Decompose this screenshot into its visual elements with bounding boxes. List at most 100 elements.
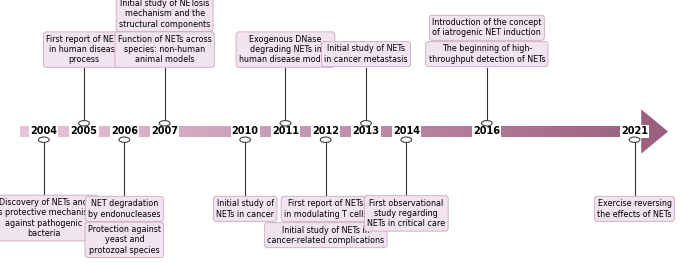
Bar: [277, 126, 279, 137]
Ellipse shape: [119, 137, 129, 143]
Bar: [108, 126, 110, 137]
Bar: [351, 126, 353, 137]
Bar: [43, 126, 45, 137]
Bar: [122, 126, 124, 137]
Text: 2011: 2011: [272, 127, 299, 136]
Bar: [414, 126, 416, 137]
Bar: [378, 126, 380, 137]
Bar: [157, 126, 159, 137]
Bar: [410, 126, 412, 137]
Bar: [358, 126, 360, 137]
Text: Initial study of NETosis
mechanism and the
structural components: Initial study of NETosis mechanism and t…: [119, 0, 210, 29]
Bar: [254, 126, 256, 137]
Bar: [331, 126, 333, 137]
Text: Exercise reversing
the effects of NETs: Exercise reversing the effects of NETs: [597, 199, 672, 219]
Bar: [295, 126, 298, 137]
Text: 2013: 2013: [353, 127, 379, 136]
Bar: [163, 126, 165, 137]
Bar: [629, 126, 631, 137]
Bar: [219, 126, 221, 137]
Bar: [186, 126, 188, 137]
Bar: [110, 126, 112, 137]
Bar: [479, 126, 482, 137]
Bar: [76, 126, 78, 137]
Bar: [215, 126, 217, 137]
Text: Exogenous DNase
degrading NETs in
human disease models: Exogenous DNase degrading NETs in human …: [239, 35, 332, 64]
Bar: [128, 126, 130, 137]
Bar: [477, 126, 480, 137]
Text: Introduction of the concept
of iatrogenic NET induction: Introduction of the concept of iatrogeni…: [432, 18, 542, 38]
Bar: [573, 126, 575, 137]
Bar: [577, 126, 579, 137]
Bar: [217, 126, 219, 137]
Bar: [388, 126, 390, 137]
Bar: [426, 126, 428, 137]
Text: 2010: 2010: [232, 127, 259, 136]
Bar: [138, 126, 140, 137]
Bar: [151, 126, 153, 137]
Bar: [432, 126, 434, 137]
Bar: [333, 126, 335, 137]
Bar: [200, 126, 203, 137]
Bar: [112, 126, 114, 137]
Bar: [463, 126, 465, 137]
Bar: [285, 126, 287, 137]
Text: NET degradation
by endonucleases: NET degradation by endonucleases: [88, 199, 160, 219]
Bar: [167, 126, 169, 137]
Bar: [140, 126, 142, 137]
Bar: [627, 126, 629, 137]
Bar: [374, 126, 376, 137]
Bar: [258, 126, 260, 137]
Bar: [343, 126, 345, 137]
Bar: [33, 126, 35, 137]
Bar: [637, 126, 639, 137]
Bar: [213, 126, 215, 137]
Bar: [586, 126, 588, 137]
Bar: [449, 126, 451, 137]
Bar: [99, 126, 101, 137]
Bar: [469, 126, 471, 137]
Bar: [209, 126, 211, 137]
Bar: [250, 126, 252, 137]
Bar: [594, 126, 596, 137]
Bar: [507, 126, 509, 137]
Bar: [82, 126, 84, 137]
Bar: [360, 126, 362, 137]
Bar: [279, 126, 281, 137]
Bar: [403, 126, 406, 137]
Bar: [339, 126, 341, 137]
Bar: [103, 126, 105, 137]
Bar: [116, 126, 118, 137]
Bar: [221, 126, 223, 137]
Bar: [422, 126, 424, 137]
Bar: [51, 126, 53, 137]
Bar: [538, 126, 540, 137]
Bar: [238, 126, 240, 137]
Bar: [564, 126, 566, 137]
Text: First report of NETs
in modulating T cells: First report of NETs in modulating T cel…: [284, 199, 367, 219]
Bar: [88, 126, 90, 137]
Bar: [635, 126, 637, 137]
Bar: [619, 126, 621, 137]
Ellipse shape: [38, 137, 49, 143]
Ellipse shape: [79, 120, 90, 126]
Bar: [509, 126, 511, 137]
Text: 2016: 2016: [473, 127, 500, 136]
Bar: [382, 126, 384, 137]
Bar: [558, 126, 560, 137]
Bar: [262, 126, 264, 137]
Bar: [175, 126, 177, 137]
Bar: [621, 126, 623, 137]
Bar: [207, 126, 209, 137]
Bar: [542, 126, 544, 137]
Bar: [211, 126, 213, 137]
Bar: [505, 126, 507, 137]
Bar: [192, 126, 194, 137]
Bar: [90, 126, 92, 137]
Text: Function of NETs across
species: non-human
animal models: Function of NETs across species: non-hum…: [118, 35, 212, 64]
Bar: [401, 126, 403, 137]
Bar: [335, 126, 337, 137]
Bar: [467, 126, 469, 137]
Bar: [86, 126, 88, 137]
Bar: [459, 126, 461, 137]
